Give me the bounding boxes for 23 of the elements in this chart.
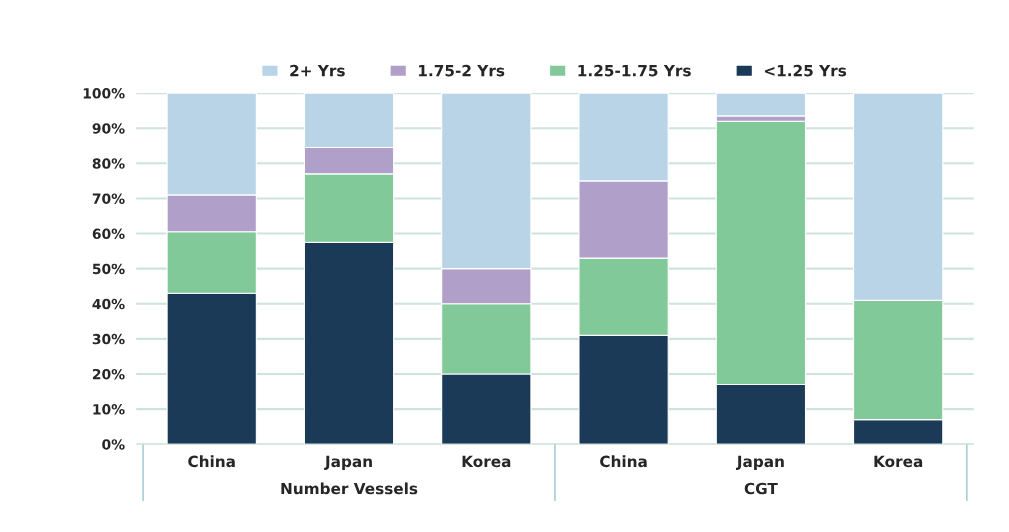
y-tick-label: 30%	[92, 333, 125, 345]
y-tick-label: 20%	[92, 368, 125, 380]
x-tick-label: Japan	[735, 455, 784, 471]
legend-label: <1.25 Yrs	[764, 64, 847, 77]
legend-label: 1.75-2 Yrs	[419, 64, 505, 77]
text: Number Vessels	[281, 482, 418, 495]
legend-label: 1.25-1.75 Yrs	[578, 64, 691, 77]
y-tick-label: 40%	[92, 298, 125, 310]
x-tick-label: China	[188, 455, 235, 468]
x-tick-label: China	[600, 455, 647, 468]
x-tick-label: Korea	[462, 455, 511, 468]
y-tick-label: 90%	[92, 123, 125, 134]
legend-label: 2+ Yrs	[290, 64, 345, 77]
y-tick-label: 100%	[83, 88, 125, 99]
text: CGT	[744, 482, 778, 495]
y-tick-label: 0%	[102, 439, 125, 450]
y-tick-label: 80%	[92, 158, 125, 169]
y-tick-label: 60%	[92, 228, 125, 240]
y-tick-label: 70%	[92, 193, 125, 204]
y-tick-label: 50%	[92, 263, 125, 275]
y-tick-label: 10%	[93, 404, 125, 415]
x-tick-label: Korea	[874, 455, 923, 468]
x-tick-label: Japan	[324, 455, 372, 471]
